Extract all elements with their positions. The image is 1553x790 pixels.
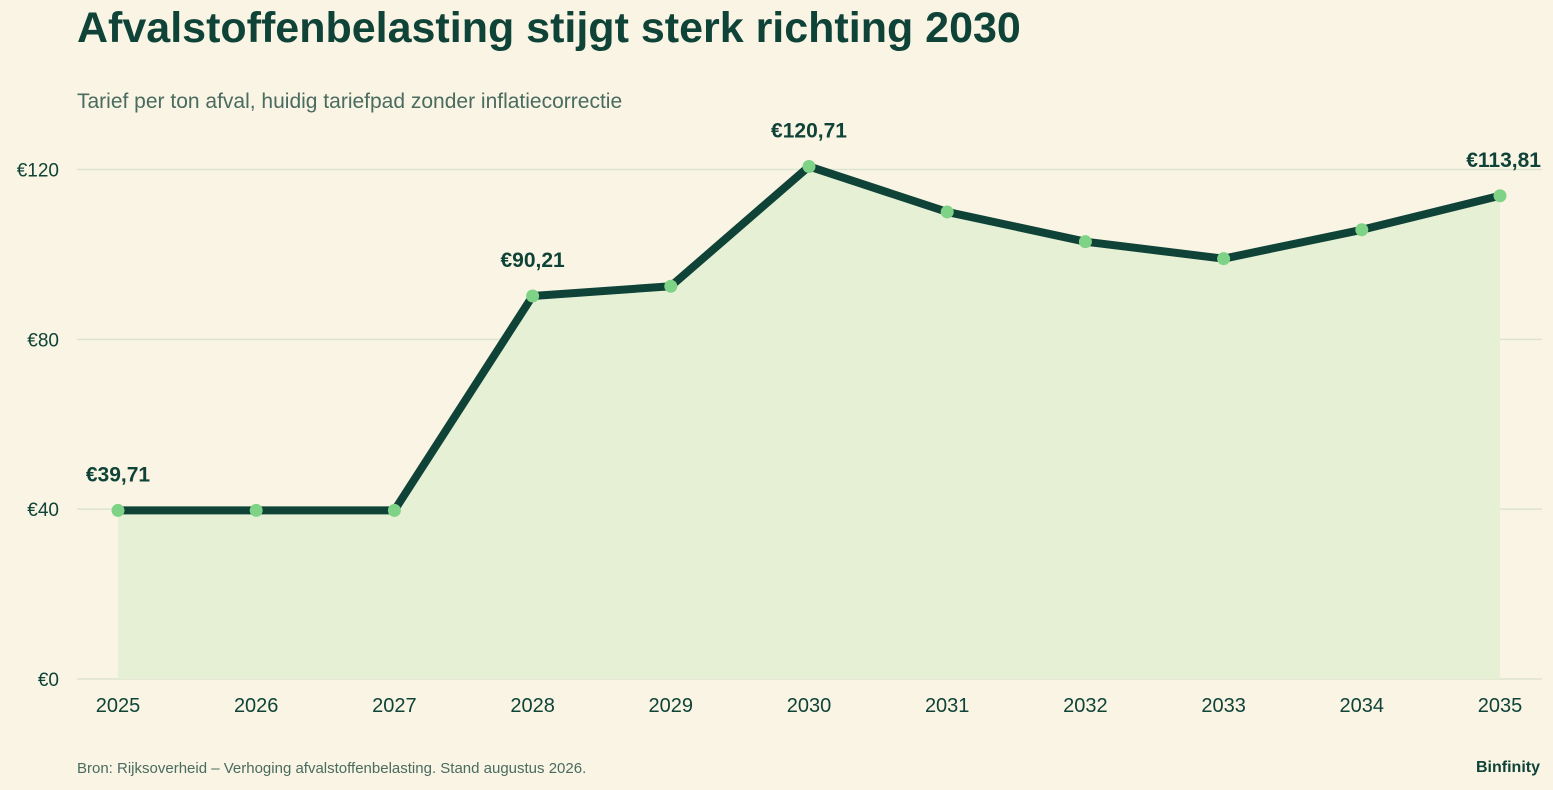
data-point xyxy=(1355,223,1369,237)
y-axis-ticks: €0 €40 €80 €120 xyxy=(17,161,59,692)
data-labels: €39,71 €90,21 €120,71 €113,81 xyxy=(86,119,1541,486)
data-point xyxy=(802,159,816,173)
y-tick-label: €40 xyxy=(27,500,59,521)
data-point xyxy=(111,503,125,517)
area-fill-layer xyxy=(118,166,1500,679)
x-tick-label: 2029 xyxy=(649,695,694,717)
area-fill xyxy=(118,166,1500,679)
x-axis-ticks: 2025 2026 2027 2028 2029 2030 2031 2032 2033 2034… xyxy=(96,695,1523,717)
y-tick-label: €120 xyxy=(17,161,59,182)
data-label: €113,81 xyxy=(1466,149,1541,172)
data-label: €120,71 xyxy=(771,119,847,142)
x-tick-label: 2028 xyxy=(510,695,555,717)
data-point xyxy=(1493,189,1507,203)
y-tick-label: €0 xyxy=(38,670,59,691)
chart-subtitle: Tarief per ton afval, huidig tariefpad z… xyxy=(77,90,623,113)
data-point xyxy=(664,279,678,293)
data-point xyxy=(940,205,954,219)
data-label: €90,21 xyxy=(500,249,565,272)
x-tick-label: 2035 xyxy=(1478,695,1523,717)
x-tick-label: 2034 xyxy=(1340,695,1385,717)
x-tick-label: 2026 xyxy=(234,695,279,717)
data-point xyxy=(249,503,263,517)
data-point xyxy=(1078,235,1092,249)
data-point xyxy=(387,503,401,517)
data-label: €39,71 xyxy=(86,463,151,486)
x-tick-label: 2033 xyxy=(1201,695,1246,717)
data-points xyxy=(111,159,1507,517)
source-note: Bron: Rijksoverheid – Verhoging afvalsto… xyxy=(77,760,587,777)
x-tick-label: 2025 xyxy=(96,695,141,717)
y-tick-label: €80 xyxy=(27,330,59,351)
x-tick-label: 2030 xyxy=(787,695,832,717)
x-tick-label: 2032 xyxy=(1063,695,1108,717)
data-point xyxy=(526,289,540,303)
data-point xyxy=(1217,252,1231,266)
x-tick-label: 2031 xyxy=(925,695,970,717)
x-tick-label: 2027 xyxy=(372,695,417,717)
brand-logo-text: Binfinity xyxy=(1476,759,1540,776)
chart-title: Afvalstoffenbelasting stijgt sterk richt… xyxy=(77,4,1021,52)
